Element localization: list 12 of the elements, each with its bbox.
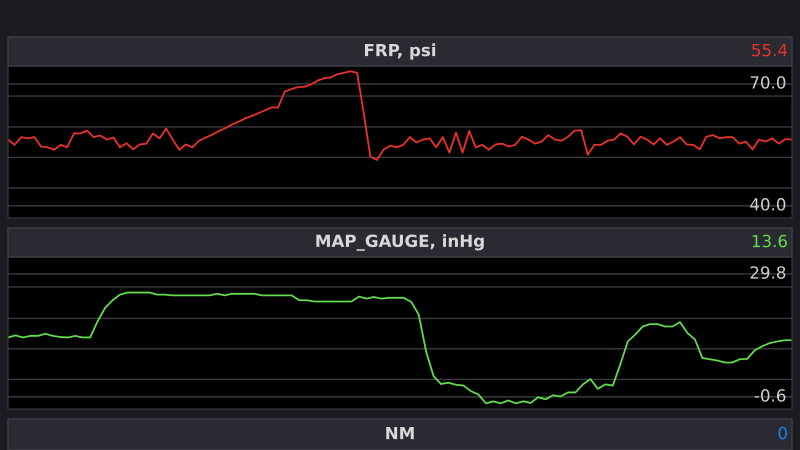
- line-series: [8, 70, 792, 161]
- chart-title: MAP_GAUGE, inHg: [316, 234, 484, 251]
- y-tick-label: 70.0: [750, 76, 786, 89]
- text: 55.4: [752, 44, 788, 56]
- line-series: [8, 292, 792, 404]
- text: 0: [778, 426, 787, 440]
- y-tick-label: 40.0: [750, 198, 786, 211]
- y-tick-label: 29.8: [750, 266, 786, 279]
- y-tick-label: -0.6: [754, 389, 786, 402]
- text: NM: [386, 426, 414, 440]
- chart-title: FRP, psi: [364, 43, 436, 60]
- text: 13.6: [752, 234, 787, 248]
